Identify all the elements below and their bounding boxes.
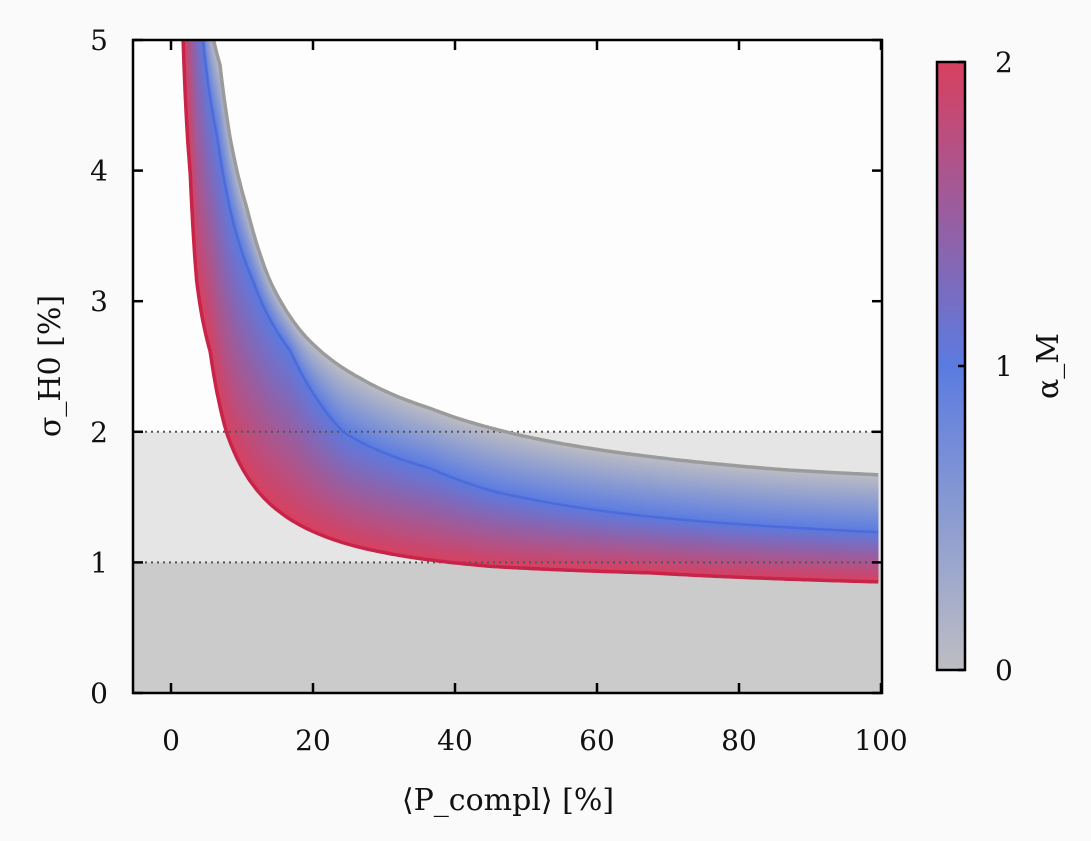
y-tick-label: 4 [90, 155, 108, 188]
x-tick-label: 20 [295, 724, 331, 757]
x-tick-label: 60 [579, 724, 615, 757]
y-tick-label: 0 [90, 677, 108, 710]
x-tick-label: 100 [854, 724, 907, 757]
y-axis-label: σ_H0 [%] [33, 295, 68, 437]
y-tick-label: 3 [90, 285, 108, 318]
x-tick-label: 0 [162, 724, 180, 757]
colorbar-label: α_M [1031, 333, 1066, 399]
series-line-alpha-2 [181, 40, 879, 584]
x-tick-label: 40 [437, 724, 473, 757]
series-line-alpha-1 [201, 40, 879, 534]
colorbar-tick-label: 1 [995, 350, 1013, 383]
x-tick-label: 80 [721, 724, 757, 757]
y-tick-label: 1 [90, 546, 108, 579]
plot-frame [131, 38, 884, 695]
y-tick-label: 2 [90, 416, 108, 449]
series-line-alpha-0 [211, 40, 879, 477]
y-tick-label: 5 [90, 24, 108, 57]
colorbar-tick-label: 0 [995, 654, 1013, 687]
x-axis-label: ⟨P_compl⟩ [%] [402, 783, 614, 818]
shaded-band [133, 562, 882, 693]
colorbar-tick-label: 2 [995, 46, 1013, 79]
